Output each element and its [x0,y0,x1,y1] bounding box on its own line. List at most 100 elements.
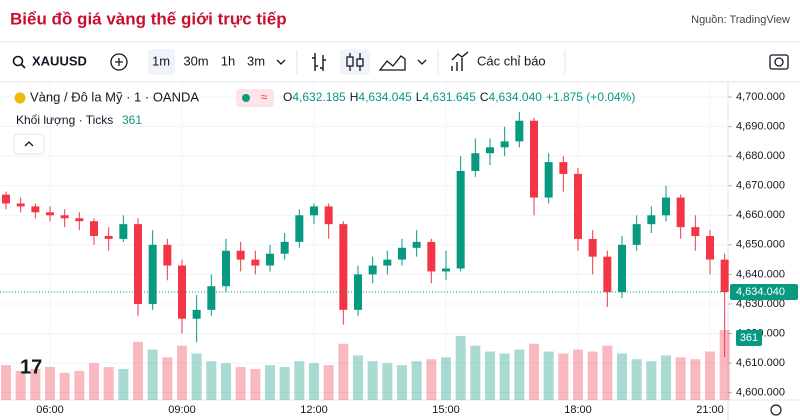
volume-bar [45,367,55,400]
candle-body [280,241,289,254]
y-tick-label: 4,630.000 [736,298,785,310]
candle-body [119,224,128,239]
volume-bar [279,367,290,400]
volume-bar [118,368,129,400]
candle-body [720,259,729,293]
candle-body [222,250,230,287]
indicators-icon [451,51,469,71]
ohlc-label: O [283,90,292,104]
add-icon [115,58,123,66]
candle-body [706,235,714,260]
volume-bar [294,361,305,400]
ohlc-values: O4,632.185 H4,634.045 L4,631.645 C4,634.040… [283,90,635,104]
volume-bar [89,363,99,400]
volume-label: 361 [740,332,758,344]
y-tick-label: 4,690.000 [736,121,785,133]
volume-bar [177,345,187,400]
candle-body [647,215,656,225]
candle-body [339,224,348,310]
volume-bar [265,365,275,400]
volume-title: Khối lượng · Ticks [16,113,113,127]
candle-body [544,162,553,198]
volume-bar [558,353,569,400]
volume-bar [250,368,261,400]
add-button[interactable] [110,53,128,71]
instrument-icon [14,92,26,104]
candle-body [427,241,436,272]
volume-bar [1,365,11,400]
volume-bar [499,353,510,400]
ohlc-label: L [416,90,423,104]
dropdown-icon[interactable] [276,59,286,65]
x-tick-label: 18:00 [564,404,592,416]
symbol[interactable]: XAUUSD [32,53,87,68]
volume-bar [514,349,525,400]
last-price-badge [730,284,798,301]
candle-body [691,227,700,236]
volume-bar [397,365,407,400]
volume-bar [543,351,554,400]
volume-bar [206,361,217,400]
area-icon[interactable] [378,55,406,71]
y-tick-label: 4,600.000 [736,387,785,399]
volume-bar [338,343,349,400]
volume-bar [74,370,85,400]
indicators-button[interactable]: Các chỉ báo [477,53,546,68]
interval[interactable]: 30m [183,53,208,68]
collapse-button[interactable] [13,133,45,155]
candle-body [31,206,40,213]
volume-badge [736,330,762,346]
dropdown-icon[interactable] [417,59,427,65]
active-style-bg [340,49,370,75]
ohlc-value: 4,634.045 [358,90,412,104]
x-tick-label: 12:00 [300,404,328,416]
candle-body [500,141,509,148]
interval[interactable]: 3m [247,53,265,68]
candle-body [486,147,494,154]
candle-body [515,120,524,142]
ohlc-value: 4,632.185 [292,90,346,104]
candle-body [662,197,670,216]
volume-bar [441,357,451,400]
volume-bar [573,349,583,400]
source: Nguồn: TradingView [691,14,790,26]
interval[interactable]: 1h [221,53,235,68]
page-title: Biểu đồ giá vàng thế giới trực tiếp [10,9,287,28]
volume-bar [529,343,539,400]
volume-bar [147,349,158,400]
candle-body [90,221,98,236]
market-status [236,89,274,107]
candle-body [295,215,304,242]
volume-bar [587,351,598,400]
candle-body [383,259,392,266]
search-icon [20,63,26,69]
instrument: Vàng / Đô la Mỹ · 1 · OANDA [30,89,199,104]
volume-bar [323,365,334,400]
candle-body [16,203,25,207]
volume-bar [705,351,715,400]
last-price-label: 4,634.040 [736,286,785,298]
volume-bar [162,357,173,400]
volume-bar [353,355,363,400]
volume-value: 361 [122,113,142,127]
bars-icon[interactable] [312,53,326,71]
volume-bar [661,355,671,400]
y-tick-label: 4,610.000 [736,357,785,369]
candle-body [310,206,318,216]
candle-body [676,197,685,228]
candle-body [442,268,450,272]
volume-bar [133,341,143,400]
legend: Vàng / Đô la Mỹ · 1 · OANDA ≈ O4,632.185… [13,89,635,155]
snapshot-button[interactable] [769,54,789,70]
interval[interactable]: 1m [152,53,170,68]
candle-body [266,253,274,266]
settings-button[interactable] [770,404,782,416]
candle-body [574,173,582,239]
change: +1.875 (+0.04%) [546,90,635,104]
volume-bar [103,367,114,400]
candle-body [46,212,54,216]
volume-bar [382,363,393,400]
y-tick-label: 4,660.000 [736,209,785,221]
